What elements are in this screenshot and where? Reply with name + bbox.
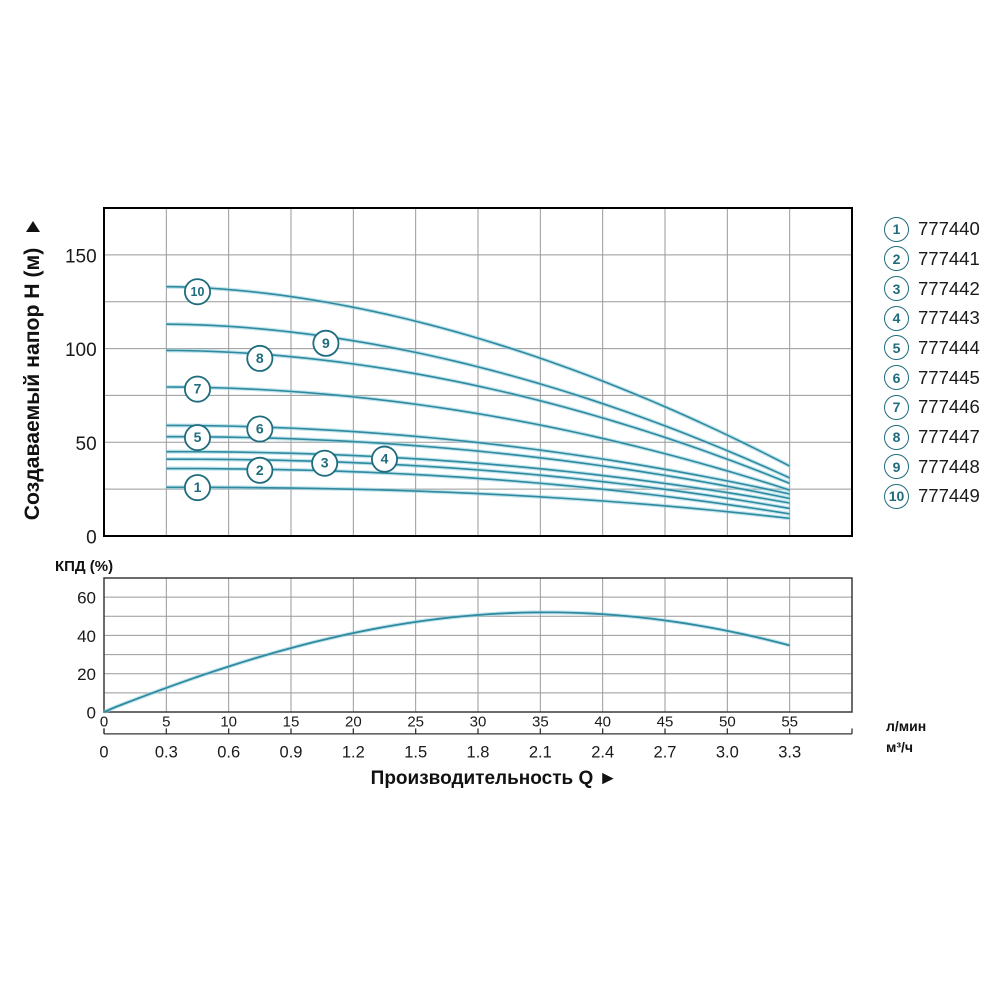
svg-text:1.2: 1.2: [342, 744, 365, 762]
svg-text:0.6: 0.6: [217, 744, 240, 762]
svg-text:0.3: 0.3: [155, 744, 178, 762]
svg-text:40: 40: [77, 627, 96, 646]
svg-text:6: 6: [256, 420, 264, 436]
svg-text:8: 8: [256, 350, 264, 366]
svg-text:60: 60: [77, 589, 96, 608]
svg-text:1.8: 1.8: [467, 744, 490, 762]
svg-text:150: 150: [65, 246, 97, 267]
svg-text:20: 20: [345, 714, 362, 731]
svg-text:1: 1: [194, 479, 202, 495]
svg-text:3: 3: [321, 455, 329, 471]
svg-text:9: 9: [322, 335, 330, 351]
svg-text:10: 10: [191, 285, 205, 299]
svg-text:7: 7: [194, 381, 202, 397]
svg-text:0: 0: [100, 714, 108, 731]
svg-text:40: 40: [594, 714, 611, 731]
svg-text:10: 10: [220, 714, 237, 731]
svg-text:50: 50: [719, 714, 736, 731]
svg-text:2.1: 2.1: [529, 744, 552, 762]
svg-text:25: 25: [407, 714, 424, 731]
svg-text:20: 20: [77, 665, 96, 684]
svg-text:45: 45: [657, 714, 674, 731]
svg-text:50: 50: [76, 434, 97, 455]
svg-text:3.3: 3.3: [778, 744, 801, 762]
svg-text:3.0: 3.0: [716, 744, 739, 762]
svg-text:0: 0: [87, 704, 96, 723]
svg-text:4: 4: [381, 451, 389, 467]
svg-text:2.4: 2.4: [591, 744, 614, 762]
svg-text:35: 35: [532, 714, 549, 731]
svg-text:0: 0: [86, 528, 97, 549]
svg-text:0.9: 0.9: [280, 744, 303, 762]
svg-text:0: 0: [99, 744, 108, 762]
svg-text:15: 15: [283, 714, 300, 731]
svg-text:2: 2: [256, 462, 264, 478]
svg-text:1.5: 1.5: [404, 744, 427, 762]
svg-text:2.7: 2.7: [654, 744, 677, 762]
svg-text:30: 30: [470, 714, 487, 731]
svg-text:55: 55: [781, 714, 798, 731]
svg-text:100: 100: [65, 340, 97, 361]
svg-text:5: 5: [162, 714, 170, 731]
svg-text:5: 5: [194, 429, 202, 445]
